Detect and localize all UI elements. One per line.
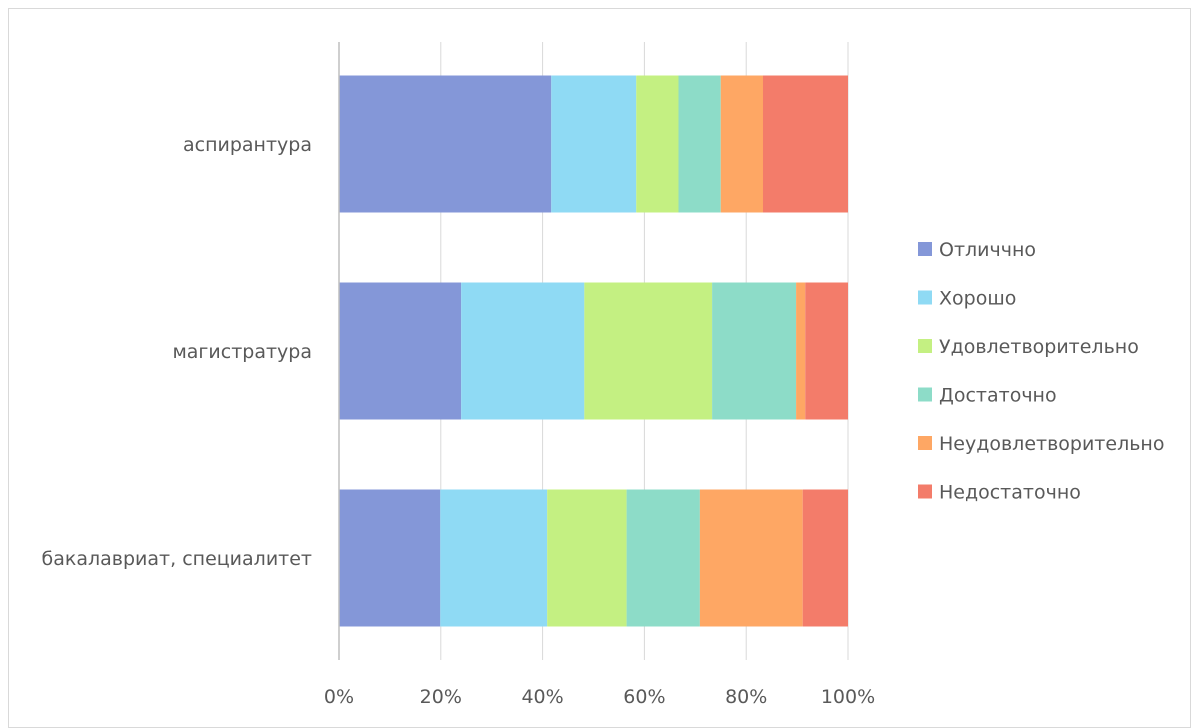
- category-label: бакалавриат, специалитет: [42, 548, 312, 570]
- legend-label: Недостаточно: [939, 482, 1081, 504]
- x-tick-labels: 0% 20% 40% 60% 80% 100%: [324, 686, 875, 708]
- legend-item: Неудовлетворительно: [918, 433, 1164, 455]
- legend-item: Хорошо: [918, 288, 1016, 310]
- legend-item: Недостаточно: [918, 482, 1081, 504]
- legend-label: Достаточно: [939, 385, 1057, 407]
- bar-segment: [551, 75, 637, 213]
- legend-label: Хорошо: [939, 288, 1016, 310]
- bar-segment: [796, 282, 806, 420]
- bar-segment: [339, 75, 552, 213]
- legend-swatch: [918, 290, 932, 305]
- bar-segment: [584, 282, 713, 420]
- bar-segment: [636, 75, 679, 213]
- bar-segment: [440, 489, 548, 627]
- x-tick-label: 40%: [521, 686, 563, 708]
- bar-segment: [762, 75, 848, 213]
- bar-segment: [712, 282, 797, 420]
- legend-swatch: [918, 387, 932, 402]
- legend-swatch: [918, 436, 932, 450]
- legend-swatch: [918, 339, 932, 353]
- bar-segment: [805, 282, 848, 420]
- bar-segment: [339, 282, 462, 420]
- x-tick-label: 20%: [420, 686, 462, 708]
- bar-segment: [339, 489, 441, 627]
- bar-segment: [678, 75, 721, 213]
- category-labels: аспирантура магистратура бакалавриат, сп…: [42, 134, 312, 570]
- legend-label: Удовлетворительно: [939, 336, 1139, 358]
- category-label: аспирантура: [183, 134, 312, 156]
- legend-item: Удовлетворительно: [918, 336, 1139, 358]
- bar-segment: [802, 489, 848, 627]
- x-tick-label: 100%: [821, 686, 875, 708]
- x-tick-label: 80%: [725, 686, 767, 708]
- bar-segment: [626, 489, 700, 627]
- bars: [339, 75, 848, 627]
- bar-segment: [547, 489, 627, 627]
- legend-item: Достаточно: [918, 385, 1057, 407]
- bar-segment: [461, 282, 585, 420]
- x-tick-label: 0%: [324, 686, 354, 708]
- x-tick-label: 60%: [623, 686, 665, 708]
- legend-swatch: [918, 242, 932, 256]
- bar-segment: [720, 75, 763, 213]
- category-label: магистратура: [172, 341, 312, 363]
- legend-item: Отличчно: [918, 239, 1036, 261]
- legend-label: Отличчно: [939, 239, 1036, 261]
- legend-label: Неудовлетворительно: [939, 433, 1164, 455]
- bar-segment: [699, 489, 803, 627]
- legend: Отличчно Хорошо Удовлетворительно Достат…: [918, 239, 1164, 504]
- legend-swatch: [918, 484, 932, 499]
